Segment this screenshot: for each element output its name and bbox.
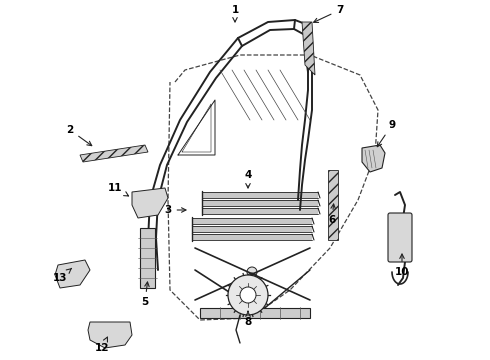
Text: 3: 3	[164, 205, 186, 215]
Circle shape	[228, 275, 268, 315]
Polygon shape	[80, 145, 148, 162]
Circle shape	[247, 273, 257, 283]
Polygon shape	[362, 145, 385, 172]
Circle shape	[247, 267, 257, 277]
Polygon shape	[132, 188, 168, 218]
Text: 12: 12	[95, 337, 109, 353]
Circle shape	[240, 287, 256, 303]
Polygon shape	[328, 170, 338, 240]
Text: 1: 1	[231, 5, 239, 22]
FancyBboxPatch shape	[388, 213, 412, 262]
Polygon shape	[88, 322, 132, 348]
Text: 13: 13	[53, 269, 72, 283]
Text: 8: 8	[245, 311, 252, 327]
Polygon shape	[302, 22, 315, 75]
Text: 11: 11	[108, 183, 128, 196]
Polygon shape	[140, 228, 155, 288]
Text: 6: 6	[328, 204, 336, 225]
Text: 9: 9	[377, 120, 395, 147]
Text: 5: 5	[142, 282, 149, 307]
Polygon shape	[200, 308, 310, 318]
Polygon shape	[55, 260, 90, 288]
Text: 2: 2	[66, 125, 92, 146]
Text: 4: 4	[245, 170, 252, 188]
Text: 7: 7	[314, 5, 343, 22]
Text: 10: 10	[395, 254, 409, 277]
